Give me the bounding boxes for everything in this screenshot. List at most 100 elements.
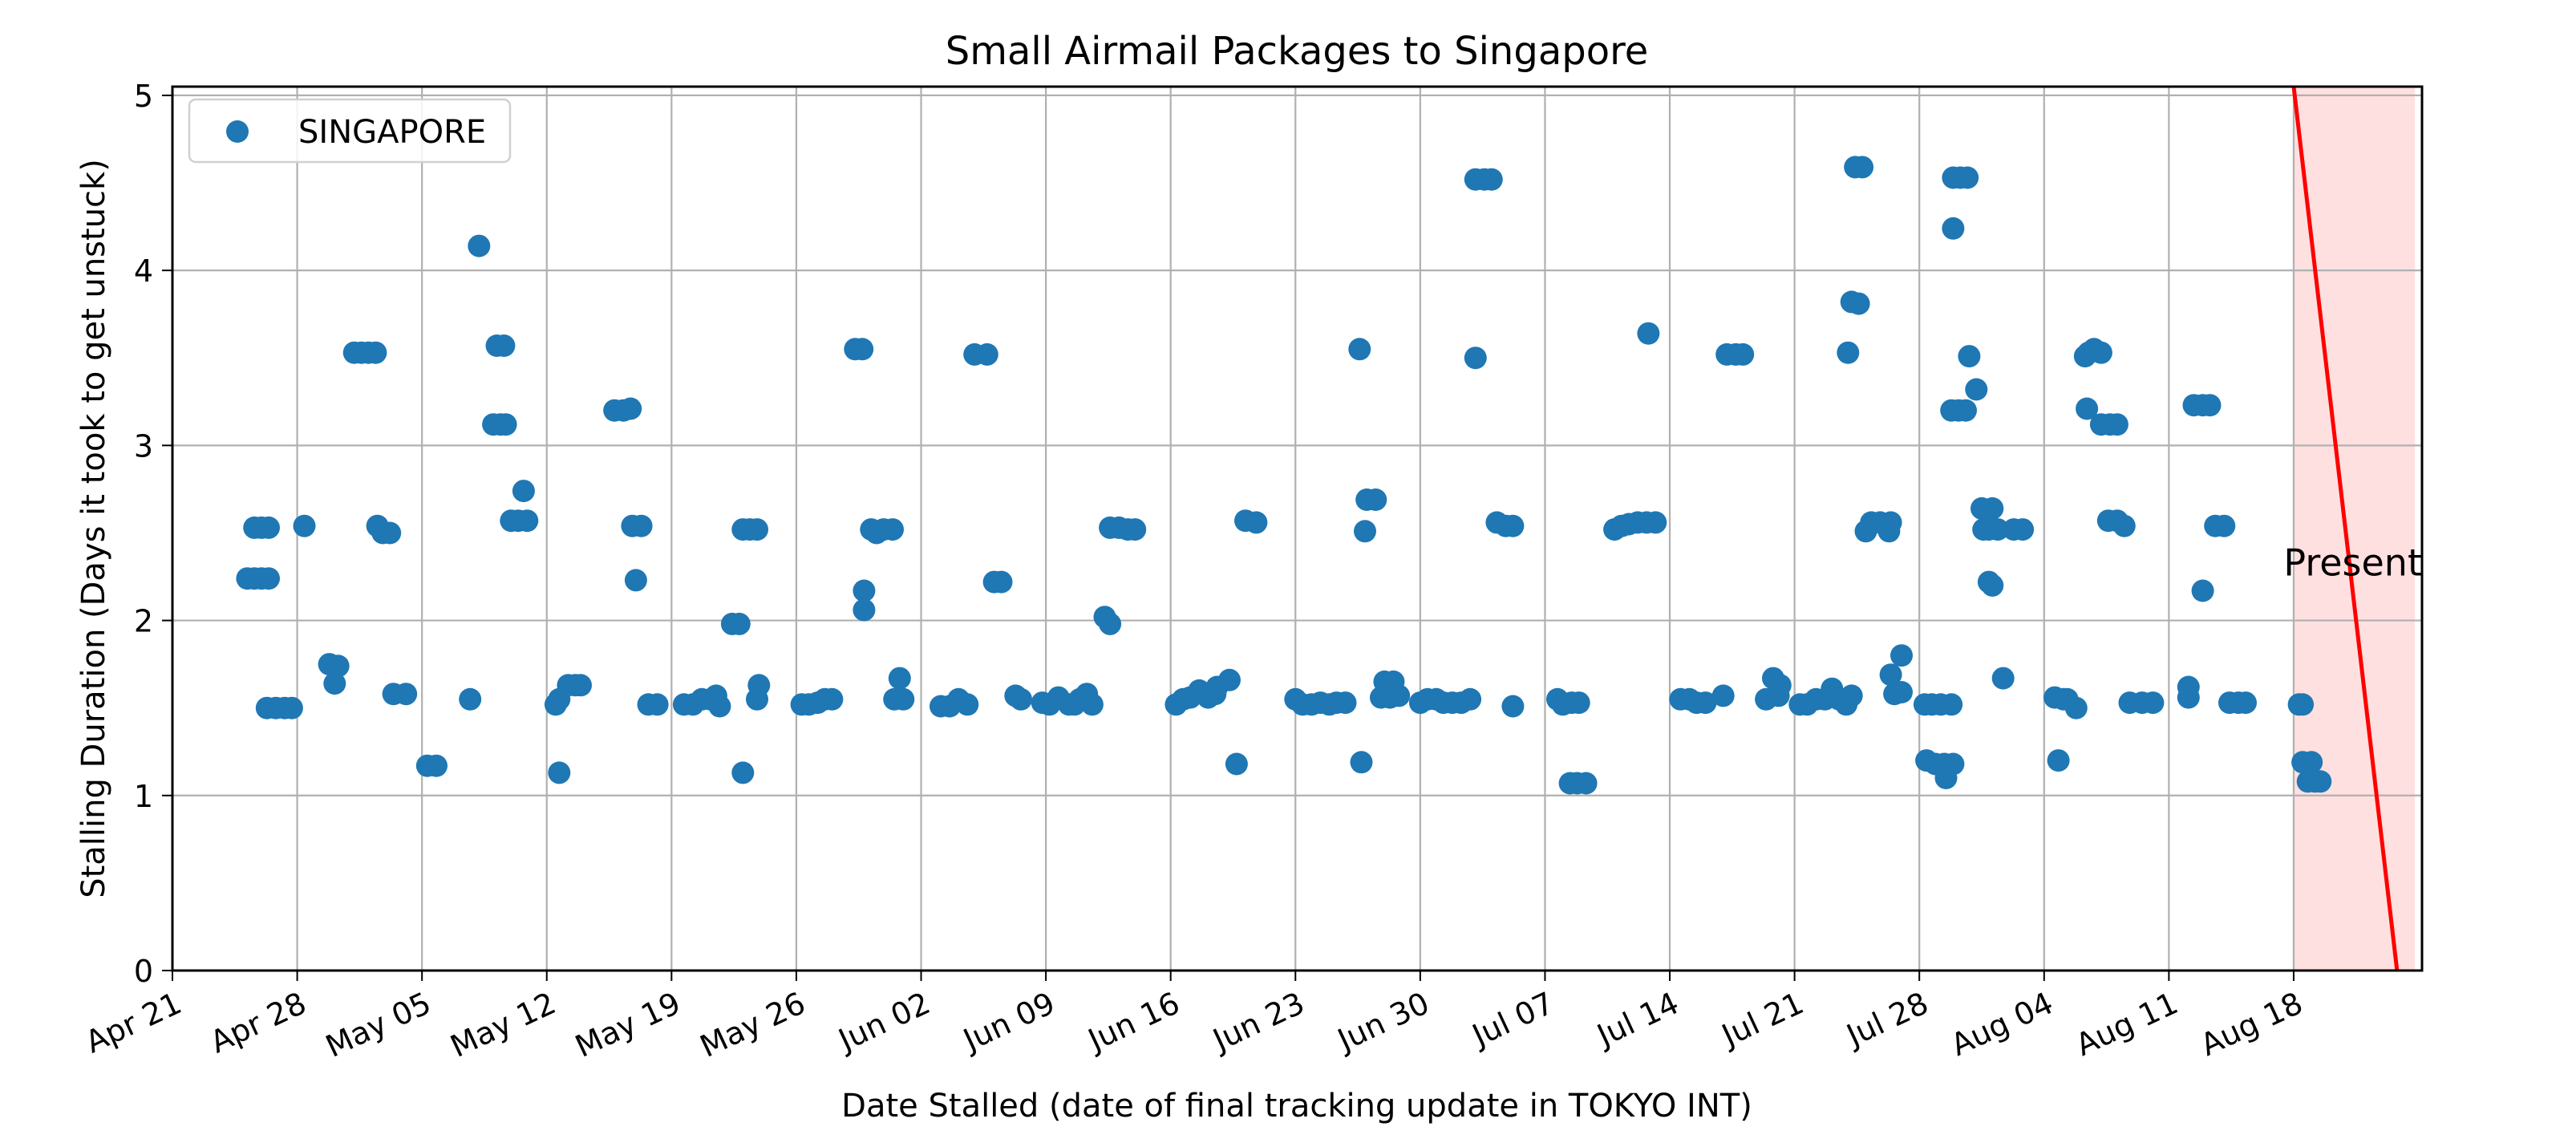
data-point [975,342,998,366]
data-point [881,518,904,541]
data-point [1501,695,1525,718]
data-point [364,341,387,364]
data-point [2234,691,2257,715]
data-point [1567,691,1590,715]
data-point [323,672,346,695]
y-axis-label: Stalling Duration (Days it took to get u… [75,159,112,898]
y-tick-label: 3 [134,428,153,464]
data-point [1840,684,1863,707]
data-point [1334,691,1357,715]
data-point [2198,394,2222,417]
data-point [280,696,303,719]
data-point [1574,772,1598,795]
data-point [1350,751,1373,774]
data-point [990,570,1013,594]
data-point [293,514,316,537]
data-point [1851,156,1874,179]
chart-title: Small Airmail Packages to Singapore [946,29,1649,74]
data-point [1124,518,1147,541]
data-point [1637,322,1660,345]
data-point [468,234,491,257]
data-point [425,754,448,777]
data-point [630,514,653,537]
data-point [1954,399,1977,422]
data-point [1694,691,1717,715]
legend-marker [226,120,249,143]
y-tick-label: 4 [134,253,153,289]
data-point [1965,378,1988,401]
data-point [1940,693,1963,716]
y-tick-label: 1 [134,779,153,814]
data-point [2076,397,2099,420]
data-point [257,516,280,539]
data-point [888,667,911,690]
data-point [853,579,876,602]
data-point [853,598,876,622]
data-point [1225,752,1248,776]
data-point [1890,644,1913,667]
data-point [1364,488,1387,511]
data-point [1480,168,1503,191]
data-point [1837,341,1860,364]
data-point [1942,217,1965,240]
y-axis: 0 1 2 3 4 5 [134,79,172,989]
data-point [395,683,418,706]
data-point [1218,668,1241,691]
data-point [494,413,517,436]
data-point [731,761,755,784]
data-point [619,397,642,420]
present-line [2291,86,2400,971]
data-point [2112,514,2136,537]
data-point [1354,520,1376,543]
data-point [892,687,915,711]
data-point [1991,667,2015,690]
data-point [1981,496,2004,520]
data-point [2300,751,2323,774]
data-point [956,693,979,716]
data-point [2213,514,2236,537]
data-point [1459,687,1482,711]
data-point [2191,579,2214,602]
data-point [851,338,874,361]
data-point [379,521,402,545]
legend-label-singapore: SINGAPORE [298,114,486,151]
data-point [2141,691,2165,715]
scatter-points [236,156,2332,795]
y-tick-label: 2 [134,604,153,639]
data-point [1387,684,1411,707]
data-point [1348,338,1371,361]
data-point [1847,292,1870,315]
data-point [326,655,350,678]
plot-frame [171,85,2424,972]
data-point [1010,687,1032,711]
data-point [1956,166,1979,189]
data-point [548,761,571,784]
data-point [569,674,592,697]
data-point [2309,770,2332,793]
data-point [2089,341,2112,364]
data-point [2047,749,2070,772]
data-point [1644,511,1667,534]
data-point [492,334,516,357]
data-point [1732,342,1755,366]
data-point [459,687,482,711]
data-point [2105,413,2128,436]
data-point [1981,574,2004,597]
data-point [2177,686,2200,709]
data-point [1099,612,1122,635]
data-point [820,687,844,711]
data-point [1080,693,1104,716]
x-axis-label: Date Stalled (date of final tracking upd… [841,1088,1752,1125]
data-point [1890,681,1913,703]
data-point [1942,752,1965,776]
x-gridlines [296,87,2295,971]
y-tick-label: 0 [134,954,153,989]
y-gridlines [172,94,2422,796]
data-point [1245,511,1268,534]
data-point [1711,684,1735,707]
data-point [2011,518,2035,541]
present-label: Present [2283,541,2422,585]
data-point [516,509,539,533]
data-point [1768,674,1792,697]
